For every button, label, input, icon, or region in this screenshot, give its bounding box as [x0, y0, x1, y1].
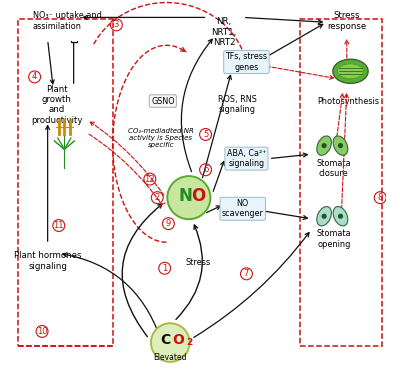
Text: 4: 4 [32, 72, 37, 81]
Text: Plant
growth
and
productivity: Plant growth and productivity [31, 85, 83, 125]
Ellipse shape [333, 59, 368, 84]
Text: 11: 11 [54, 221, 64, 230]
Ellipse shape [317, 136, 332, 155]
Circle shape [322, 214, 327, 219]
Text: O: O [191, 187, 205, 205]
Text: O: O [172, 333, 184, 347]
Text: N: N [178, 187, 192, 205]
Circle shape [338, 143, 343, 148]
Text: 6: 6 [203, 165, 208, 174]
Text: 10: 10 [37, 327, 47, 336]
Text: 12: 12 [144, 175, 155, 184]
Text: GSNO: GSNO [151, 97, 175, 106]
Ellipse shape [333, 207, 348, 226]
Circle shape [167, 176, 210, 219]
Text: 9: 9 [166, 219, 171, 228]
Text: Stomata
closure: Stomata closure [316, 159, 351, 178]
Text: 2: 2 [155, 193, 160, 202]
Bar [300, 19, 382, 346]
Text: NR,
NRT1,
NRT2: NR, NRT1, NRT2 [212, 18, 237, 47]
Text: TFs, stress
genes: TFs, stress genes [226, 52, 268, 72]
Text: NO
scavenger: NO scavenger [222, 199, 264, 219]
Text: 8: 8 [378, 193, 383, 202]
Text: Stress: Stress [185, 258, 210, 267]
Circle shape [151, 323, 190, 362]
Ellipse shape [333, 136, 348, 155]
Text: Photosynthesis: Photosynthesis [318, 97, 380, 106]
Text: 1: 1 [162, 264, 167, 273]
Ellipse shape [317, 207, 332, 226]
Text: C: C [161, 333, 171, 347]
Text: Stress
response: Stress response [327, 12, 366, 31]
Text: 7: 7 [244, 269, 249, 278]
Circle shape [322, 143, 327, 148]
Text: ROS, RNS
signaling: ROS, RNS signaling [218, 95, 256, 115]
Text: 3: 3 [114, 21, 119, 29]
Circle shape [338, 214, 343, 219]
Text: Elevated: Elevated [154, 353, 187, 362]
Text: 5: 5 [203, 130, 208, 139]
Text: NO₃⁻ uptake and
assimilation: NO₃⁻ uptake and assimilation [33, 12, 102, 31]
Text: Stomata
opening: Stomata opening [316, 229, 351, 249]
Text: Plant hormones
signaling: Plant hormones signaling [14, 251, 81, 270]
Ellipse shape [338, 64, 364, 79]
Text: CO₂-mediadted NR
activity is Species
specific: CO₂-mediadted NR activity is Species spe… [128, 128, 194, 148]
Bar [18, 19, 113, 346]
Text: 2: 2 [186, 338, 193, 347]
Text: ABA, Ca²⁺
signaling: ABA, Ca²⁺ signaling [227, 149, 266, 168]
